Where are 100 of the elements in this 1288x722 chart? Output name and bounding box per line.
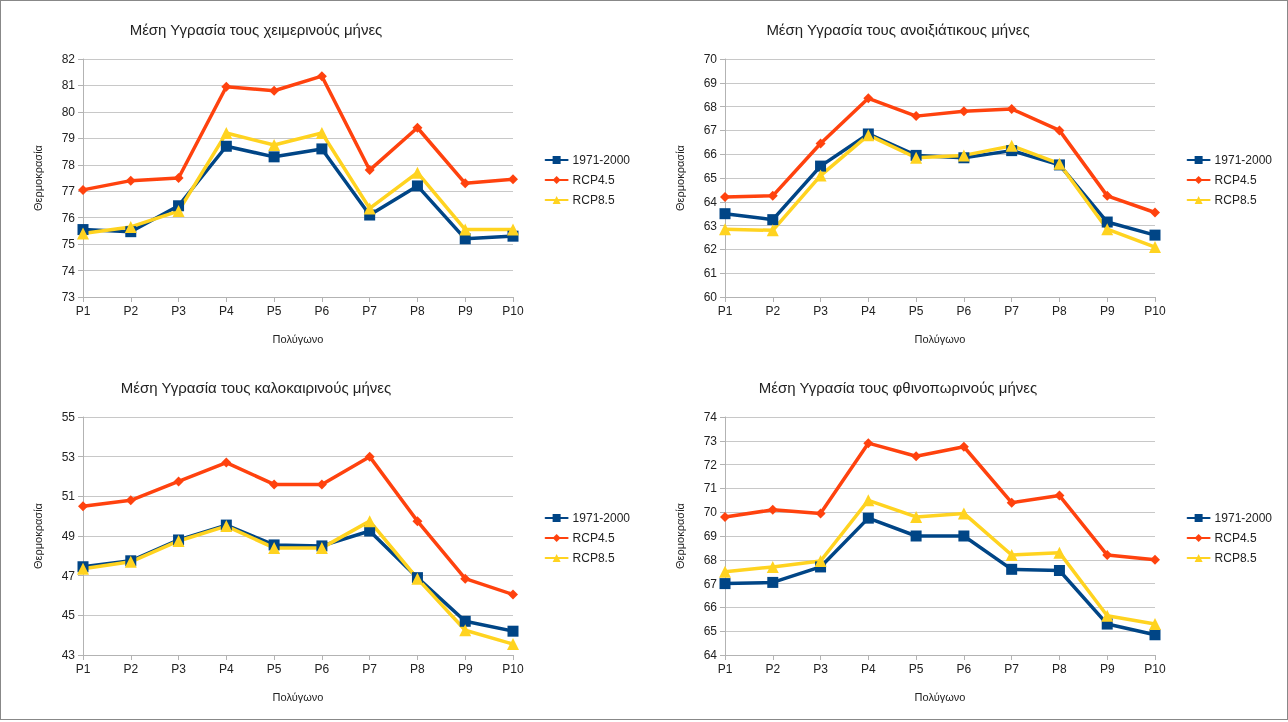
x-tick-label: P3 <box>813 662 829 676</box>
y-tick-label: 65 <box>703 624 718 639</box>
y-tick-label: 67 <box>703 576 718 591</box>
x-axis-title: Πολύγωνο <box>272 690 324 703</box>
x-tick-label: P8 <box>410 304 426 318</box>
y-tick-label: 80 <box>61 104 76 119</box>
x-tick-label: P2 <box>123 662 139 676</box>
y-tick-label: 76 <box>61 210 76 225</box>
y-tick-label: 82 <box>61 52 76 66</box>
x-tick-label: P8 <box>1052 304 1068 318</box>
y-tick-label: 74 <box>703 410 718 424</box>
x-tick-label: P3 <box>171 304 187 318</box>
x-tick-label: P4 <box>218 662 234 676</box>
x-tick-label: P2 <box>123 304 139 318</box>
legend-label: 1971-2000 <box>572 153 631 167</box>
x-axis-title: Πολύγωνο <box>914 690 966 703</box>
x-tick-label: P10 <box>502 662 524 676</box>
x-tick-label: P4 <box>218 304 234 318</box>
y-tick-label: 64 <box>703 648 718 662</box>
y-tick-label: 63 <box>703 218 718 233</box>
x-tick-label: P6 <box>956 662 972 676</box>
y-tick-label: 60 <box>703 290 718 304</box>
y-tick-label: 79 <box>61 131 76 146</box>
chart-title: Μέση Υγρασία τους φθινοπωρινούς μήνες <box>758 379 1038 396</box>
y-tick-label: 66 <box>703 147 718 162</box>
legend-label: RCP4.5 <box>1214 173 1257 187</box>
x-tick-label: P5 <box>908 304 924 318</box>
x-tick-label: P1 <box>75 662 91 676</box>
legend-label: RCP8.5 <box>1214 551 1257 565</box>
y-tick-label: 81 <box>61 78 76 93</box>
y-tick-label: 55 <box>61 410 76 424</box>
y-tick-label: 65 <box>703 171 718 185</box>
y-tick-label: 70 <box>703 505 718 520</box>
x-tick-label: P5 <box>266 304 282 318</box>
x-tick-label: P10 <box>1144 662 1166 676</box>
x-tick-label: P2 <box>765 304 781 318</box>
x-tick-label: P1 <box>717 304 733 318</box>
y-tick-label: 71 <box>703 481 718 496</box>
legend-label: 1971-2000 <box>1214 511 1273 525</box>
y-tick-label: 77 <box>61 184 76 199</box>
x-tick-label: P9 <box>457 662 473 676</box>
y-tick-label: 75 <box>61 237 76 252</box>
legend-label: RCP4.5 <box>1214 531 1257 545</box>
x-tick-label: P7 <box>1004 304 1020 318</box>
y-tick-label: 51 <box>61 489 76 504</box>
y-tick-label: 73 <box>703 433 718 448</box>
x-tick-label: P4 <box>860 304 876 318</box>
legend-label: 1971-2000 <box>1214 153 1273 167</box>
y-axis-title: Θερμοκρασία <box>31 502 44 569</box>
x-tick-label: P8 <box>410 662 426 676</box>
legend-label: RCP8.5 <box>572 193 615 207</box>
x-tick-label: P9 <box>1099 304 1115 318</box>
y-axis-title: Θερμοκρασία <box>673 144 686 211</box>
y-tick-label: 74 <box>61 263 76 278</box>
x-axis-title: Πολύγωνο <box>272 332 324 345</box>
x-tick-label: P9 <box>457 304 473 318</box>
y-axis-title: Θερμοκρασία <box>673 502 686 569</box>
y-tick-label: 64 <box>703 194 718 209</box>
y-tick-label: 49 <box>61 529 76 543</box>
y-tick-label: 62 <box>703 242 718 257</box>
y-tick-label: 69 <box>703 529 718 543</box>
x-tick-label: P5 <box>908 662 924 676</box>
x-tick-label: P4 <box>860 662 876 676</box>
y-tick-label: 61 <box>703 266 718 281</box>
x-tick-label: P6 <box>956 304 972 318</box>
x-tick-label: P2 <box>765 662 781 676</box>
x-tick-label: P7 <box>362 304 378 318</box>
x-tick-label: P10 <box>502 304 524 318</box>
legend-label: 1971-2000 <box>572 511 631 525</box>
y-tick-label: 45 <box>61 608 76 623</box>
x-tick-label: P1 <box>717 662 733 676</box>
x-tick-label: P3 <box>171 662 187 676</box>
x-tick-label: P6 <box>314 304 330 318</box>
x-tick-label: P3 <box>813 304 829 318</box>
y-axis-title: Θερμοκρασία <box>31 144 44 211</box>
legend-label: RCP8.5 <box>572 551 615 565</box>
y-tick-label: 67 <box>703 123 718 138</box>
x-tick-label: P10 <box>1144 304 1166 318</box>
y-tick-label: 78 <box>61 157 76 172</box>
legend-label: RCP4.5 <box>572 173 615 187</box>
chart-title: Μέση Υγρασία τους καλοκαιρινούς μήνες <box>120 379 392 396</box>
y-tick-label: 73 <box>61 290 76 304</box>
chart-title: Μέση Υγρασία τους χειμερινούς μήνες <box>129 21 383 38</box>
x-tick-label: P7 <box>1004 662 1020 676</box>
legend-label: RCP8.5 <box>1214 193 1257 207</box>
y-tick-label: 47 <box>61 568 76 583</box>
y-tick-label: 72 <box>703 457 718 472</box>
x-tick-label: P9 <box>1099 662 1115 676</box>
y-tick-label: 69 <box>703 75 718 90</box>
chart-title: Μέση Υγρασία τους ανοιξιάτικους μήνες <box>766 21 1030 38</box>
y-tick-label: 70 <box>703 52 718 66</box>
x-tick-label: P5 <box>266 662 282 676</box>
y-tick-label: 68 <box>703 99 718 114</box>
y-tick-label: 53 <box>61 449 76 464</box>
y-tick-label: 66 <box>703 600 718 615</box>
y-tick-label: 68 <box>703 552 718 567</box>
x-tick-label: P8 <box>1052 662 1068 676</box>
x-axis-title: Πολύγωνο <box>914 332 966 345</box>
legend-label: RCP4.5 <box>572 531 615 545</box>
x-tick-label: P7 <box>362 662 378 676</box>
